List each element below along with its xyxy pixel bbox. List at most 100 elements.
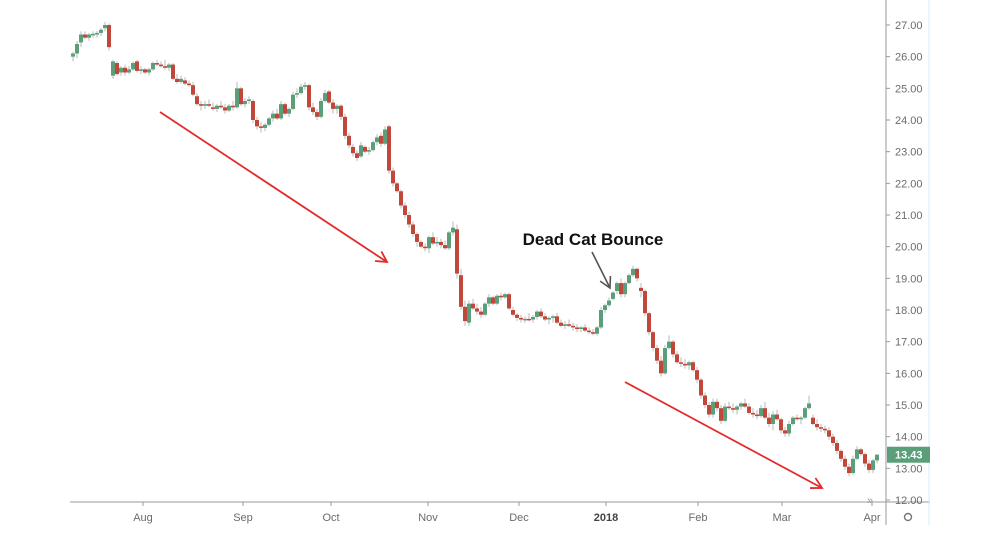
chart-settings-gear-icon[interactable] xyxy=(903,512,913,522)
candle xyxy=(131,61,135,71)
candle xyxy=(763,401,767,420)
candle xyxy=(159,61,163,68)
candle xyxy=(403,202,407,219)
candle xyxy=(411,221,415,238)
candle xyxy=(759,405,763,418)
price-tick-label: 24.00 xyxy=(895,115,923,127)
candle xyxy=(607,297,611,307)
candle xyxy=(735,405,739,415)
candle xyxy=(603,303,607,314)
candle xyxy=(531,314,535,323)
candle xyxy=(655,344,659,364)
price-tick-label: 15.00 xyxy=(895,400,923,412)
candle xyxy=(243,97,247,108)
time-axis[interactable]: Aug Sep Oct Nov Dec 2018 Feb Mar Apr » xyxy=(133,495,913,524)
candle xyxy=(191,82,195,97)
candle xyxy=(771,411,775,431)
candle xyxy=(99,28,103,37)
month-tick-label: Nov xyxy=(418,512,438,524)
candle xyxy=(475,303,479,315)
month-tick-label: Feb xyxy=(689,512,708,524)
price-tick-label: 14.00 xyxy=(895,432,923,444)
candle xyxy=(615,281,619,295)
month-tick-label: Aug xyxy=(133,512,153,524)
candle xyxy=(379,132,383,147)
candle xyxy=(71,51,75,62)
candle xyxy=(287,107,291,117)
candle xyxy=(815,419,819,431)
candle xyxy=(723,403,727,423)
price-tick-label: 21.00 xyxy=(895,210,923,222)
candle xyxy=(871,458,875,474)
candle xyxy=(775,409,779,421)
candle xyxy=(155,59,159,67)
candle xyxy=(231,101,235,111)
candle xyxy=(855,446,859,461)
candle xyxy=(835,439,839,455)
candle xyxy=(559,319,563,328)
candle xyxy=(699,378,703,399)
candle xyxy=(767,412,771,428)
scroll-to-latest-icon[interactable]: » xyxy=(867,495,873,507)
candle xyxy=(455,224,459,279)
candle xyxy=(219,101,223,109)
candle xyxy=(271,110,275,122)
candle xyxy=(263,123,267,132)
price-tick-label: 18.00 xyxy=(895,305,923,317)
candle xyxy=(691,360,695,372)
candle xyxy=(151,61,155,71)
candle xyxy=(791,416,795,426)
candle xyxy=(447,230,451,250)
candle xyxy=(675,351,679,364)
downtrend-arrow-2 xyxy=(624,381,824,489)
candle xyxy=(571,322,575,331)
candle xyxy=(479,306,483,318)
price-tick-label: 26.00 xyxy=(895,52,923,64)
candle xyxy=(235,82,239,109)
candle xyxy=(491,295,495,306)
candle xyxy=(783,427,787,437)
plot-area[interactable] xyxy=(70,0,930,503)
month-tick-label: 2018 xyxy=(594,512,618,524)
price-tick-label: 19.00 xyxy=(895,273,923,285)
candle xyxy=(399,189,403,209)
candle xyxy=(267,116,271,127)
candle xyxy=(707,401,711,418)
candle xyxy=(831,433,835,447)
price-tick-label: 23.00 xyxy=(895,147,923,159)
candle xyxy=(667,335,671,350)
candle xyxy=(239,86,243,106)
candle xyxy=(423,243,427,252)
candle xyxy=(123,64,127,76)
candle xyxy=(383,126,387,146)
trend-arrows xyxy=(159,111,824,489)
candle xyxy=(391,167,395,187)
candle xyxy=(283,102,287,116)
candle xyxy=(103,21,107,32)
candle xyxy=(527,313,531,322)
candle xyxy=(487,294,491,307)
candle xyxy=(483,302,487,317)
candle xyxy=(163,59,167,70)
candle xyxy=(799,416,803,424)
candle xyxy=(839,449,843,462)
candle xyxy=(499,292,503,301)
candle xyxy=(395,181,399,193)
candle xyxy=(787,420,791,437)
price-tick-label: 20.00 xyxy=(895,242,923,254)
candle xyxy=(87,32,91,41)
candle xyxy=(751,408,755,418)
svg-text:13.43: 13.43 xyxy=(895,450,923,462)
candle xyxy=(803,406,807,420)
price-axis[interactable]: 12.00 13.00 14.00 15.00 16.00 17.00 18.00 19.00… xyxy=(885,0,930,525)
candle xyxy=(435,237,439,247)
candle xyxy=(139,66,143,75)
candle xyxy=(599,306,603,329)
candle xyxy=(679,357,683,367)
candle xyxy=(535,310,539,320)
month-tick-label: Mar xyxy=(773,512,792,524)
candle xyxy=(175,74,179,84)
candle xyxy=(463,300,467,326)
candle xyxy=(687,360,691,371)
